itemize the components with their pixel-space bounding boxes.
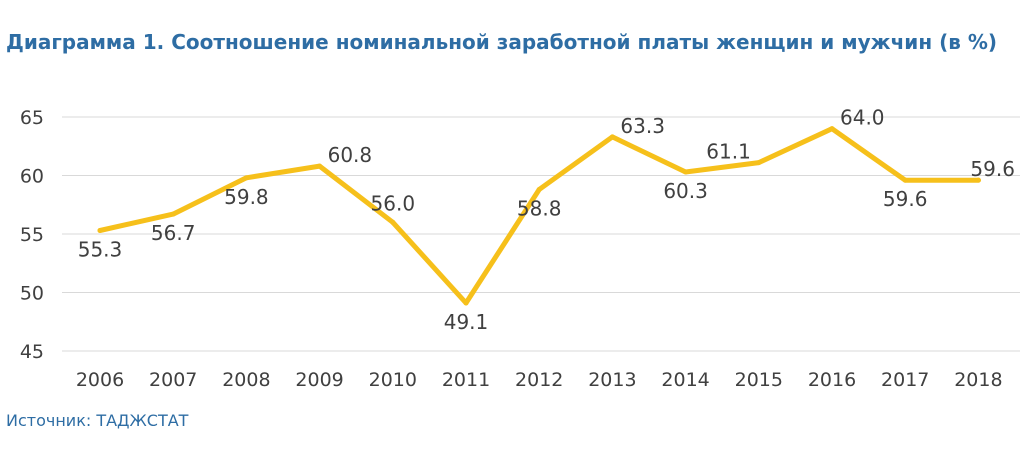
x-tick-label: 2015	[735, 369, 783, 391]
series-line-layer	[97, 126, 981, 306]
data-point	[97, 227, 103, 233]
data-point	[463, 300, 469, 306]
x-tick-label: 2018	[954, 369, 1002, 391]
data-label: 59.6	[883, 187, 928, 211]
data-label: 49.1	[444, 310, 489, 334]
y-tick-label: 65	[20, 107, 44, 129]
y-tick-label: 60	[20, 166, 44, 188]
data-label: 60.8	[328, 143, 373, 167]
data-point	[243, 175, 249, 181]
x-tick-label: 2008	[222, 369, 270, 391]
x-tick-label: 2010	[369, 369, 417, 391]
data-label: 56.0	[371, 191, 416, 215]
data-point	[902, 177, 908, 183]
data-label: 63.3	[620, 114, 665, 138]
data-label: 60.3	[663, 179, 708, 203]
data-point	[975, 177, 981, 183]
x-axis-tick-labels: 2006 2007 2008 2009 2010 2011 2012 2013 2014 2015…	[76, 369, 1003, 391]
data-point	[609, 134, 615, 140]
data-point	[829, 126, 835, 132]
data-point	[536, 187, 542, 193]
data-point	[170, 211, 176, 217]
data-label: 61.1	[706, 140, 751, 164]
y-axis-tick-labels: 45 50 55 60 65	[20, 107, 44, 363]
y-tick-label: 45	[20, 341, 44, 363]
x-tick-label: 2013	[588, 369, 636, 391]
data-label: 55.3	[78, 237, 123, 261]
y-tick-label: 50	[20, 283, 44, 305]
y-tick-label: 55	[20, 224, 44, 246]
data-label-layer: 55.3 56.7 59.8 60.8 56.0 49.1 58.8 63.3 60.3 61.1…	[78, 106, 1015, 334]
x-tick-label: 2011	[442, 369, 490, 391]
data-point	[756, 160, 762, 166]
x-tick-label: 2009	[295, 369, 343, 391]
x-tick-label: 2007	[149, 369, 197, 391]
gridlines	[62, 116, 1020, 352]
data-label: 58.8	[517, 197, 562, 221]
data-label: 59.6	[970, 157, 1015, 181]
source-note: Источник: ТАДЖСТАТ	[6, 411, 189, 430]
x-tick-label: 2012	[515, 369, 563, 391]
x-tick-label: 2016	[808, 369, 856, 391]
x-tick-label: 2017	[881, 369, 929, 391]
x-tick-label: 2014	[661, 369, 709, 391]
data-point	[390, 219, 396, 225]
data-label: 64.0	[840, 106, 885, 130]
chart-title: Диаграмма 1. Соотношение номинальной зар…	[6, 30, 998, 54]
data-point	[683, 169, 689, 175]
x-tick-label: 2006	[76, 369, 124, 391]
data-label: 56.7	[151, 221, 196, 245]
data-label: 59.8	[224, 185, 269, 209]
data-point	[317, 163, 323, 169]
